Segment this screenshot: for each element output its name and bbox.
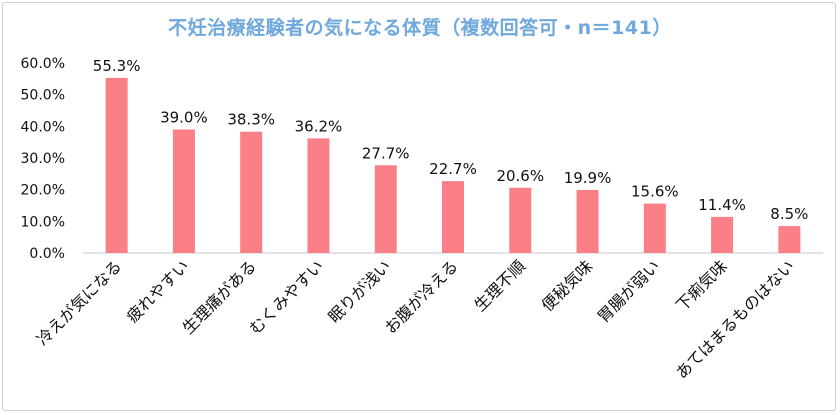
category-label: 下痢気味 [672, 256, 731, 315]
data-label: 19.9% [564, 169, 612, 187]
y-tick-label: 20.0% [21, 183, 65, 199]
bar-8 [576, 189, 599, 253]
bar-11 [778, 226, 801, 253]
bar-4 [307, 138, 330, 253]
bar-7 [509, 187, 532, 253]
bar-10 [711, 216, 734, 253]
data-label: 15.6% [631, 183, 679, 201]
bar-9 [643, 203, 666, 253]
data-label: 36.2% [295, 117, 343, 135]
data-label: 20.6% [496, 167, 544, 185]
y-tick-label: 30.0% [21, 151, 65, 167]
chart-frame: 不妊治療経験者の気になる体質（複数回答可・n＝141） 0.0% 10.0% 20.… [2, 2, 836, 411]
category-label: 便秘気味 [538, 256, 597, 315]
bar-6 [442, 181, 464, 253]
bar-5 [374, 165, 397, 253]
data-label: 11.4% [698, 196, 746, 214]
data-label: 22.7% [429, 160, 477, 178]
category-label: 冷えが気になる [33, 256, 126, 349]
bar-2 [172, 129, 195, 253]
data-label: 27.7% [362, 144, 410, 162]
data-label: 55.3% [93, 57, 141, 75]
y-tick-label: 50.0% [21, 88, 65, 104]
category-label: 生理不順 [470, 256, 529, 315]
y-tick-label: 0.0% [29, 246, 65, 262]
category-label: あてはまるものはない [672, 256, 798, 382]
category-label: 胃腸が弱い [594, 256, 664, 326]
y-tick-label: 10.0% [21, 214, 65, 230]
category-label: 疲れやすい [123, 256, 193, 326]
category-label: 眠りが浅い [325, 256, 395, 326]
bar-chart: 0.0% 10.0% 20.0% 30.0% 40.0% 50.0% 60.0% 55.3% 冷… [21, 56, 823, 383]
data-label: 38.3% [227, 111, 275, 129]
data-label: 8.5% [770, 205, 808, 223]
y-tick-label: 40.0% [21, 119, 65, 135]
bar-1 [105, 77, 128, 253]
y-tick-label: 60.0% [21, 56, 65, 72]
chart-title: 不妊治療経験者の気になる体質（複数回答可・n＝141） [168, 17, 672, 39]
bar-3 [240, 131, 263, 253]
data-label: 39.0% [160, 109, 208, 127]
